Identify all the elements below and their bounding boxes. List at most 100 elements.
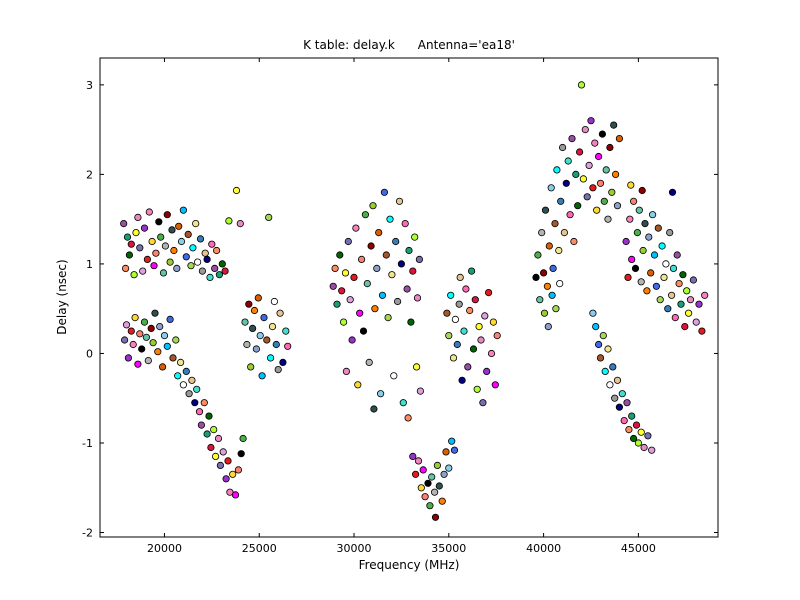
scatter-point bbox=[182, 253, 190, 261]
scatter-point bbox=[692, 318, 700, 326]
scatter-point bbox=[203, 430, 211, 438]
scatter-point bbox=[388, 271, 396, 279]
scatter-point bbox=[140, 224, 149, 232]
scatter-point bbox=[677, 300, 685, 308]
scatter-point bbox=[155, 218, 163, 226]
scatter-point bbox=[604, 345, 612, 353]
scatter-point bbox=[675, 279, 683, 288]
scatter-point bbox=[689, 276, 698, 284]
scatter-point bbox=[134, 360, 142, 368]
scatter-point bbox=[356, 309, 364, 317]
scatter-point bbox=[161, 242, 169, 250]
scatter-point bbox=[538, 229, 546, 237]
scatter-point bbox=[378, 291, 387, 299]
scatter-point bbox=[177, 237, 186, 246]
scatter-point bbox=[686, 296, 695, 304]
scatter-point bbox=[591, 139, 599, 147]
scatter-point bbox=[639, 246, 647, 255]
scatter-point bbox=[189, 244, 197, 252]
y-axis-label: Delay (nsec) bbox=[55, 259, 69, 335]
scatter-point bbox=[239, 434, 247, 443]
scatter-point bbox=[341, 269, 350, 277]
scatter-point bbox=[593, 206, 601, 214]
scatter-point bbox=[403, 285, 411, 293]
scatter-point bbox=[144, 356, 152, 365]
scatter-point bbox=[643, 287, 651, 295]
scatter-point bbox=[367, 242, 375, 250]
scatter-point bbox=[339, 318, 348, 326]
scatter-point bbox=[652, 282, 661, 290]
scatter-point bbox=[188, 376, 196, 384]
scatter-point bbox=[484, 288, 493, 297]
scatter-point bbox=[627, 181, 635, 189]
scatter-point bbox=[282, 327, 290, 335]
chart-title: K table: delay.k Antenna='ea18' bbox=[303, 38, 515, 52]
scatter-point bbox=[645, 233, 653, 241]
scatter-point bbox=[608, 188, 616, 196]
scatter-point bbox=[491, 381, 499, 389]
scatter-point bbox=[179, 206, 187, 214]
scatter-point bbox=[411, 470, 420, 478]
scatter-point bbox=[218, 260, 226, 268]
scatter-point bbox=[236, 220, 244, 228]
y-tick-label: 1 bbox=[86, 258, 93, 271]
scatter-point bbox=[626, 215, 634, 223]
scatter-point bbox=[553, 166, 561, 174]
scatter-point bbox=[370, 405, 378, 413]
scatter-point bbox=[681, 322, 689, 331]
scatter-point bbox=[194, 258, 202, 266]
scatter-point bbox=[568, 135, 576, 143]
scatter-point bbox=[163, 211, 171, 219]
scatter-point bbox=[618, 390, 626, 398]
scatter-point bbox=[159, 363, 167, 371]
scatter-point bbox=[430, 488, 439, 496]
scatter-point bbox=[695, 300, 703, 308]
scatter-point bbox=[127, 240, 135, 248]
scatter-point bbox=[226, 488, 234, 496]
scatter-point bbox=[215, 271, 223, 279]
scatter-point bbox=[154, 348, 162, 356]
scatter-point bbox=[401, 220, 409, 228]
scatter-point bbox=[369, 202, 377, 210]
scatter-point bbox=[357, 255, 366, 263]
scatter-point bbox=[623, 399, 631, 407]
scatter-point bbox=[615, 403, 624, 411]
scatter-point bbox=[222, 475, 230, 483]
scatter-point bbox=[170, 246, 178, 255]
scatter-point bbox=[471, 296, 479, 304]
scatter-point bbox=[139, 267, 147, 275]
scatter-point bbox=[467, 267, 476, 275]
scatter-point bbox=[214, 434, 223, 443]
scatter-point bbox=[359, 327, 368, 335]
scatter-point bbox=[157, 233, 165, 241]
scatter-point bbox=[585, 161, 593, 169]
scatter-point bbox=[473, 385, 481, 393]
scatter-point bbox=[545, 242, 553, 250]
scatter-point bbox=[475, 322, 483, 331]
scatter-point bbox=[131, 313, 139, 322]
scatter-point bbox=[442, 448, 450, 456]
scatter-point bbox=[654, 224, 662, 232]
scatter-point bbox=[208, 240, 216, 248]
scatter-point bbox=[421, 493, 429, 501]
scatter-point bbox=[610, 121, 618, 129]
scatter-point bbox=[601, 367, 609, 375]
scatter-point bbox=[258, 372, 266, 380]
scatter-point bbox=[634, 439, 643, 447]
scatter-point bbox=[348, 336, 356, 344]
scatter-point bbox=[270, 297, 278, 306]
scatter-point bbox=[148, 237, 156, 246]
scatter-point bbox=[350, 273, 358, 281]
scatter-point bbox=[376, 390, 385, 398]
scatter-point bbox=[393, 297, 402, 306]
scatter-point bbox=[579, 175, 588, 183]
scatter-point bbox=[193, 385, 201, 393]
scatter-point bbox=[123, 233, 132, 241]
scatter-point bbox=[247, 363, 255, 371]
x-tick-label: 25000 bbox=[242, 542, 277, 555]
scatter-point bbox=[177, 358, 185, 366]
scatter-point bbox=[625, 425, 633, 434]
scatter-point bbox=[615, 135, 624, 143]
plot-frame bbox=[99, 57, 719, 538]
scatter-point bbox=[650, 251, 659, 259]
